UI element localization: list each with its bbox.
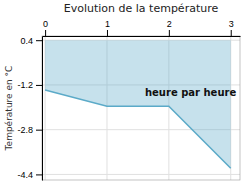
- y-tick-mark: [36, 130, 42, 131]
- y-tick: -1.2: [17, 80, 42, 90]
- y-axis: 0.4 -1.2 -2.8 -4.4: [17, 36, 42, 181]
- x-tick-label: 3: [229, 19, 234, 29]
- grid: [42, 36, 240, 180]
- x-tick: 0: [43, 19, 48, 36]
- x-axis-line: [43, 36, 241, 37]
- y-axis-line: [42, 37, 43, 181]
- x-tick-label: 1: [105, 19, 110, 29]
- y-tick-label: 0.4: [20, 36, 33, 46]
- x-tick: 1: [105, 19, 110, 36]
- y-tick-mark: [36, 40, 42, 41]
- y-axis-title: Température en °C: [4, 66, 14, 152]
- plot-frame: [42, 36, 240, 180]
- x-axis: 0 1 2 3: [43, 19, 241, 37]
- grid-line-y: [42, 174, 240, 175]
- x-tick: 2: [167, 19, 172, 36]
- x-tick-mark: [107, 30, 108, 36]
- area: [45, 40, 231, 168]
- line: [45, 90, 231, 168]
- chart: 0 1 2 3 0.4 -1.2 -2.8 -4.4 Evolution de la tempé…: [0, 0, 250, 188]
- y-tick: -2.8: [17, 125, 42, 135]
- y-tick-mark: [36, 85, 42, 86]
- y-tick-mark: [36, 174, 42, 175]
- x-tick-label: 2: [167, 19, 172, 29]
- y-tick-label: -2.8: [17, 125, 33, 135]
- y-tick: 0.4: [20, 36, 42, 46]
- marks: [45, 40, 231, 168]
- y-tick-label: -1.2: [17, 80, 33, 90]
- x-tick-mark: [169, 30, 170, 36]
- y-tick: -4.4: [17, 170, 42, 180]
- annotation: heure par heure: [145, 87, 236, 98]
- plot: 0 1 2 3 0.4 -1.2 -2.8 -4.4: [17, 19, 240, 181]
- x-tick-label: 0: [43, 19, 48, 29]
- x-tick-mark: [45, 30, 46, 36]
- x-tick-mark: [231, 30, 232, 36]
- title: Evolution de la température: [64, 2, 219, 15]
- x-tick: 3: [229, 19, 234, 36]
- y-tick-label: -4.4: [17, 170, 33, 180]
